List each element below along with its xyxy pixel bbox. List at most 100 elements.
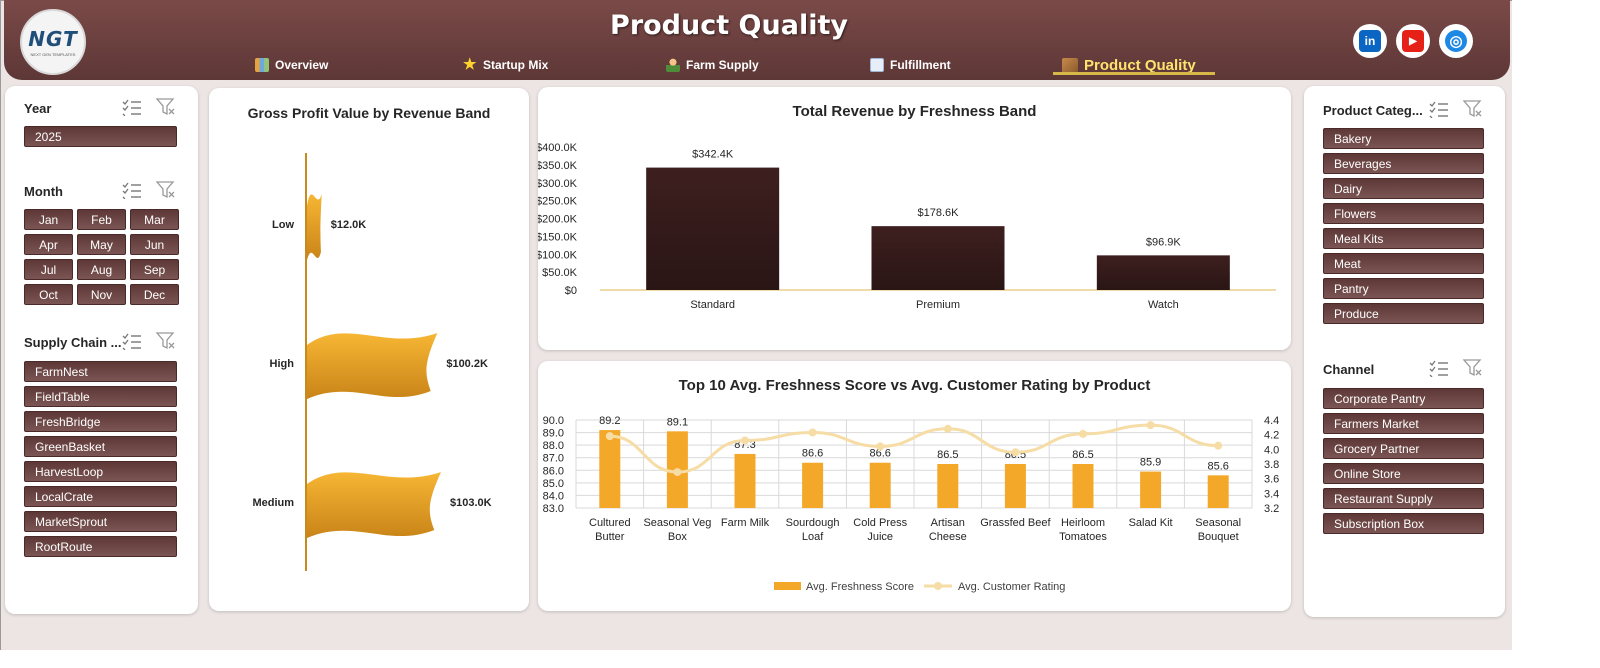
slicer-title-year: Year bbox=[24, 101, 52, 116]
website-icon: ◎ bbox=[1445, 30, 1467, 52]
slicer-item-month[interactable]: Aug bbox=[77, 259, 126, 280]
multi-select-icon[interactable] bbox=[1429, 100, 1449, 119]
revenue-bar bbox=[871, 226, 1005, 290]
clear-filter-icon[interactable] bbox=[1462, 359, 1483, 377]
slicer-item-month[interactable]: Jan bbox=[24, 209, 73, 230]
slicer-item-month[interactable]: Apr bbox=[24, 234, 73, 255]
slicer-item-supply-chain[interactable]: FieldTable bbox=[24, 386, 177, 407]
bar-chart-icon bbox=[255, 58, 269, 72]
multi-select-icon[interactable] bbox=[122, 181, 142, 200]
slicer-item-category[interactable]: Meal Kits bbox=[1323, 228, 1484, 249]
tab-product-quality[interactable]: Product Quality bbox=[1062, 54, 1196, 76]
rating-point bbox=[1011, 448, 1020, 457]
clear-filter-icon[interactable] bbox=[155, 332, 176, 350]
tab-label: Fulfillment bbox=[890, 58, 951, 72]
slicer-item-supply-chain[interactable]: FreshBridge bbox=[24, 411, 177, 432]
revenue-chart: $0 $50.0K $100.0K $150.0K $200.0K $250.0K $300… bbox=[538, 142, 1276, 311]
profit-bar bbox=[307, 472, 441, 538]
profit-bar bbox=[307, 194, 322, 260]
slicer-item-month[interactable]: Nov bbox=[77, 284, 126, 305]
tab-overview[interactable]: Overview bbox=[255, 54, 328, 76]
clear-filter-icon[interactable] bbox=[155, 98, 176, 116]
slicer-item-category[interactable]: Dairy bbox=[1323, 178, 1484, 199]
linkedin-button[interactable]: in bbox=[1353, 24, 1387, 58]
slicer-item-month[interactable]: May bbox=[77, 234, 126, 255]
x-tick-label: Cold Press bbox=[853, 517, 907, 529]
y-tick-label: $200.0K bbox=[538, 214, 578, 226]
rating-point bbox=[741, 436, 749, 445]
data-label: 89.1 bbox=[667, 416, 688, 428]
chart-title: Gross Profit Value by Revenue Band bbox=[247, 105, 491, 121]
x-tick-label: Seasonal Veg bbox=[643, 517, 711, 529]
y-tick-label: $300.0K bbox=[538, 178, 578, 190]
data-label: $96.9K bbox=[1146, 236, 1182, 248]
tab-label: Farm Supply bbox=[686, 58, 759, 72]
chart-title: Total Revenue by Freshness Band bbox=[792, 103, 1037, 120]
slicer-item-supply-chain[interactable]: HarvestLoop bbox=[24, 461, 177, 482]
header-bar: NGT NEXT GEN TEMPLATES Product Quality O… bbox=[4, 0, 1510, 80]
slicer-item-channel[interactable]: Farmers Market bbox=[1323, 413, 1484, 434]
slicer-item-supply-chain[interactable]: RootRoute bbox=[24, 536, 177, 557]
slicer-item-supply-chain[interactable]: FarmNest bbox=[24, 361, 177, 382]
x-tick-label: Premium bbox=[916, 299, 960, 311]
slicer-title-supply-chain: Supply Chain ... bbox=[24, 335, 122, 350]
slicer-toolbar bbox=[122, 332, 176, 351]
slicer-item-month[interactable]: Dec bbox=[130, 284, 179, 305]
y-tick-label: $400.0K bbox=[538, 142, 578, 154]
freshness-rating-panel: Top 10 Avg. Freshness Score vs Avg. Cust… bbox=[538, 361, 1291, 611]
y-left-tick-label: 87.0 bbox=[543, 453, 564, 465]
slicer-title-month: Month bbox=[24, 184, 63, 199]
slicer-item-category[interactable]: Bakery bbox=[1323, 128, 1484, 149]
tab-startup-mix[interactable]: ★ Startup Mix bbox=[463, 54, 548, 76]
x-tick-label: Cultured bbox=[589, 517, 631, 529]
slicer-item-channel[interactable]: Corporate Pantry bbox=[1323, 388, 1484, 409]
slicer-item-month[interactable]: Jun bbox=[130, 234, 179, 255]
star-icon: ★ bbox=[463, 56, 477, 73]
slicer-item-month[interactable]: Feb bbox=[77, 209, 126, 230]
slicer-item-supply-chain[interactable]: MarketSprout bbox=[24, 511, 177, 532]
multi-select-icon[interactable] bbox=[122, 332, 142, 351]
slicer-item-month[interactable]: Mar bbox=[130, 209, 179, 230]
freshness-rating-chart: 83.084.085.086.087.088.089.090.0 3.2 3.4 3.… bbox=[543, 415, 1280, 593]
slicer-item-month[interactable]: Sep bbox=[130, 259, 179, 280]
slicer-item-category[interactable]: Pantry bbox=[1323, 278, 1484, 299]
slicer-item-year[interactable]: 2025 bbox=[24, 126, 177, 147]
slicer-item-month[interactable]: Oct bbox=[24, 284, 73, 305]
x-tick-label: Salad Kit bbox=[1129, 517, 1173, 529]
website-button[interactable]: ◎ bbox=[1439, 24, 1473, 58]
slicer-item-category[interactable]: Produce bbox=[1323, 303, 1484, 324]
clear-filter-icon[interactable] bbox=[1462, 100, 1483, 118]
tab-farm-supply[interactable]: Farm Supply bbox=[666, 54, 759, 76]
box-icon bbox=[1062, 57, 1078, 73]
slicer-item-channel[interactable]: Subscription Box bbox=[1323, 513, 1484, 534]
logo[interactable]: NGT NEXT GEN TEMPLATES bbox=[20, 9, 86, 75]
multi-select-icon[interactable] bbox=[122, 98, 142, 117]
y-left-tick-label: 89.0 bbox=[543, 428, 564, 440]
rating-point bbox=[876, 442, 885, 451]
slicer-item-category[interactable]: Flowers bbox=[1323, 203, 1484, 224]
slicer-item-category[interactable]: Beverages bbox=[1323, 153, 1484, 174]
y-tick-label: $100.0K bbox=[538, 249, 578, 261]
profit-bar bbox=[307, 333, 438, 399]
slicer-item-channel[interactable]: Grocery Partner bbox=[1323, 438, 1484, 459]
data-label: 86.6 bbox=[802, 448, 823, 460]
youtube-button[interactable]: ▶ bbox=[1396, 24, 1430, 58]
slicer-item-supply-chain[interactable]: GreenBasket bbox=[24, 436, 177, 457]
x-tick-label: Box bbox=[668, 531, 687, 543]
slicer-item-channel[interactable]: Online Store bbox=[1323, 463, 1484, 484]
farmer-icon bbox=[666, 58, 680, 72]
rating-point bbox=[605, 432, 614, 441]
clear-filter-icon[interactable] bbox=[155, 181, 176, 199]
slicer-item-supply-chain[interactable]: LocalCrate bbox=[24, 486, 177, 507]
rating-point bbox=[1146, 421, 1155, 430]
y-left-tick-label: 83.0 bbox=[543, 503, 564, 515]
slicer-toolbar bbox=[1429, 100, 1483, 119]
slicer-item-category[interactable]: Meat bbox=[1323, 253, 1484, 274]
legend-label: Avg. Customer Rating bbox=[958, 581, 1065, 593]
y-right-tick-label: 4.2 bbox=[1264, 430, 1279, 442]
tab-fulfillment[interactable]: Fulfillment bbox=[870, 54, 951, 76]
slicer-item-channel[interactable]: Restaurant Supply bbox=[1323, 488, 1484, 509]
category-label: Medium bbox=[252, 497, 294, 509]
slicer-item-month[interactable]: Jul bbox=[24, 259, 73, 280]
multi-select-icon[interactable] bbox=[1429, 359, 1449, 378]
